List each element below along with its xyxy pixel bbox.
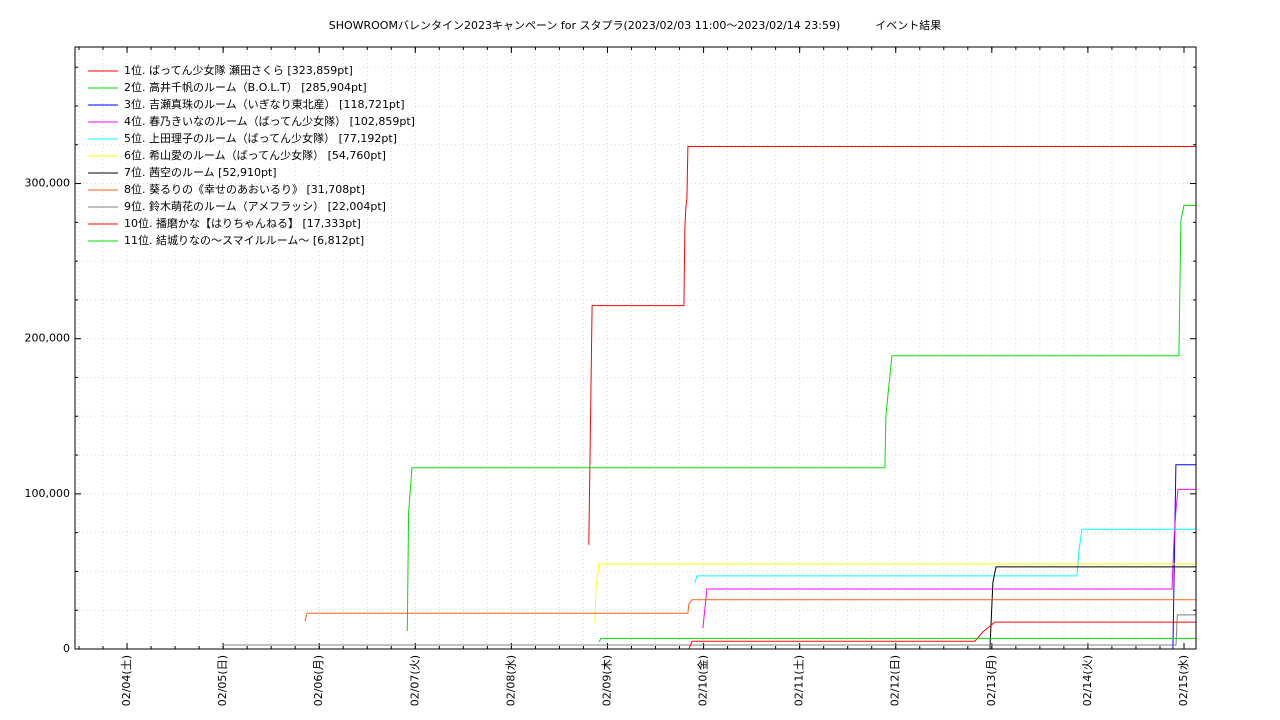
legend-label: 8位. 葵るりの《幸せのあおいるり》 [31,708pt] xyxy=(124,182,365,196)
x-tick-label: 02/10(金) xyxy=(696,655,710,706)
legend-label: 3位. 吉瀬真珠のルーム（いぎなり東北産） [118,721pt] xyxy=(124,97,405,111)
series-line xyxy=(702,488,1196,629)
legend-label: 5位. 上田理子のルーム（ばってん少女隊） [77,192pt] xyxy=(124,131,397,145)
x-tick-label: 02/09(木) xyxy=(600,655,613,706)
legend-label: 1位. ばってん少女隊 瀬田さくら [323,859pt] xyxy=(124,63,353,77)
x-tick-label: 02/05(日) xyxy=(216,655,229,706)
plot-frame xyxy=(74,46,1197,650)
legend-label: 11位. 結城りなの〜スマイルルーム〜 [6,812pt] xyxy=(124,233,364,247)
series-line xyxy=(598,637,1196,643)
y-tick-label: 200,000 xyxy=(25,332,71,345)
x-tick-label: 02/04(土) xyxy=(120,655,133,706)
x-tick-label: 02/06(月) xyxy=(312,655,325,706)
x-tick-label: 02/12(日) xyxy=(889,655,902,706)
series-line xyxy=(688,621,1196,650)
series-line xyxy=(989,566,1196,650)
x-tick-label: 02/07(火) xyxy=(408,655,421,706)
legend-label: 6位. 希山愛のルーム（ばってん少女隊） [54,760pt] xyxy=(124,148,386,162)
x-tick-label: 02/13(月) xyxy=(985,655,998,706)
y-tick-label: 0 xyxy=(63,642,70,655)
series-line xyxy=(223,614,1196,646)
series-line xyxy=(304,599,1196,622)
series-line xyxy=(588,146,1196,545)
legend-label: 10位. 播磨かな【はりちゃんねる】 [17,333pt] xyxy=(124,216,361,230)
x-tick-label: 02/14(火) xyxy=(1081,655,1094,706)
legend-label: 7位. 茜空のルーム [52,910pt] xyxy=(124,165,277,179)
x-tick-label: 02/11(土) xyxy=(793,655,806,706)
legend-label: 2位. 高井千帆のルーム（B.O.L.T） [285,904pt] xyxy=(124,80,367,94)
series-line xyxy=(1172,464,1196,650)
y-tick-label: 100,000 xyxy=(25,487,71,500)
series-line xyxy=(594,563,1196,623)
legend-label: 9位. 鈴木萌花のルーム（アメフラッシ） [22,004pt] xyxy=(124,199,386,213)
chart-title: SHOWROOMバレンタイン2023キャンペーン for スタプラ(2023/0… xyxy=(329,18,942,32)
legend-label: 4位. 春乃きいなのルーム（ばってん少女隊） [102,859pt] xyxy=(124,114,415,128)
x-tick-label: 02/08(水) xyxy=(504,655,517,706)
series-line xyxy=(406,204,1196,632)
y-tick-label: 300,000 xyxy=(25,177,71,190)
series-line xyxy=(694,528,1196,584)
x-tick-label: 02/15(水) xyxy=(1177,655,1190,706)
